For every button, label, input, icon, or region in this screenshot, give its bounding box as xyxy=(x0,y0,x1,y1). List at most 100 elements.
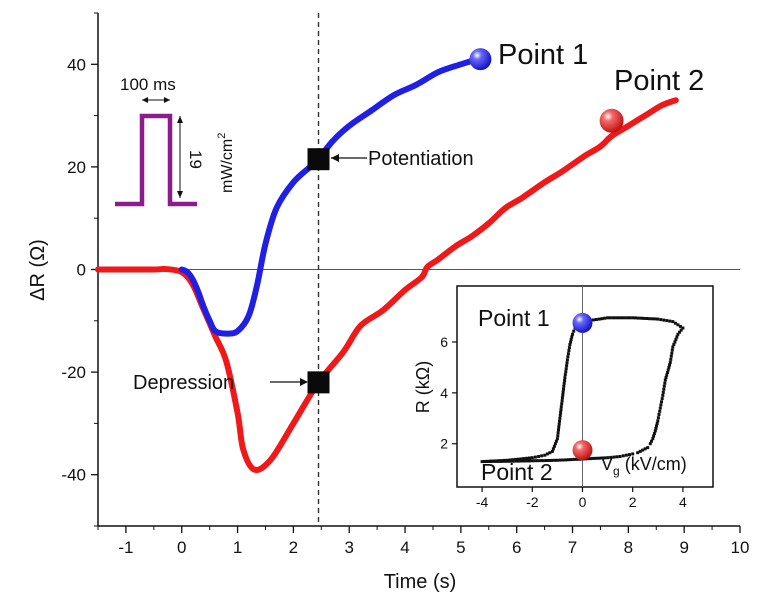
inset-loop-point xyxy=(519,457,523,461)
inset-loop-point xyxy=(480,460,484,464)
inset-loop-point xyxy=(558,458,562,462)
x-tick-label: 6 xyxy=(512,538,521,557)
inset-loop-point xyxy=(586,457,590,461)
main-x-axis-title: Time (s) xyxy=(384,571,457,593)
inset-loop-point xyxy=(678,324,682,328)
inset-loop-point xyxy=(609,455,613,459)
inset-loop-point xyxy=(562,381,566,385)
pulse-height-label: 19 xyxy=(186,150,205,169)
y-tick-label: 20 xyxy=(67,158,86,177)
inset-loop-point xyxy=(662,318,666,322)
inset-loop-point xyxy=(664,376,668,380)
inset-loop-point xyxy=(565,361,569,365)
inset-loop-point xyxy=(543,453,547,457)
inset-loop-point xyxy=(589,457,593,461)
inset-loop-point xyxy=(666,368,670,372)
inset-loop-point xyxy=(659,403,663,407)
inset-loop-point xyxy=(508,459,512,463)
inset-loop-point xyxy=(564,458,568,462)
inset-loop-point xyxy=(643,447,647,451)
potentiation-arrow xyxy=(331,154,367,162)
inset-loop-point xyxy=(652,432,656,436)
inset-loop-point xyxy=(628,453,631,457)
inset-loop-point xyxy=(563,373,567,377)
inset-point-2-marker xyxy=(572,440,593,461)
inset-loop-point xyxy=(654,427,658,430)
inset-loop-point xyxy=(641,448,645,452)
inset-loop-point xyxy=(660,397,664,401)
inset-loop-point xyxy=(560,399,564,403)
inset-loop-point xyxy=(653,429,657,433)
inset-loop-point xyxy=(625,316,629,320)
inset-loop-point xyxy=(568,343,572,346)
inset-loop-point xyxy=(528,459,531,463)
inset-loop-point xyxy=(572,457,576,461)
inset-loop-point xyxy=(491,459,495,463)
inset-loop-point xyxy=(653,317,657,321)
inset-loop-point xyxy=(516,457,520,461)
inset-loop-point xyxy=(615,455,619,459)
inset-loop-point xyxy=(562,387,565,391)
inset-loop-point xyxy=(555,437,559,441)
inset-loop-point xyxy=(550,458,554,462)
inset-loop-point xyxy=(647,317,651,321)
light-pulse-schematic xyxy=(115,97,197,207)
inset-loop-point xyxy=(557,422,561,426)
inset-loop-point xyxy=(631,316,635,320)
inset-loop-point xyxy=(669,357,673,361)
inset-loop-point xyxy=(656,419,660,423)
inset-loop-point xyxy=(528,456,531,460)
inset-loop-point xyxy=(514,457,518,461)
y-tick-label: 0 xyxy=(77,261,86,280)
inset-loop-point xyxy=(646,446,650,450)
inset-loop-point xyxy=(662,384,666,388)
inset-loop-point xyxy=(617,316,621,320)
inset-loop-point xyxy=(556,434,560,438)
inset-loop-point xyxy=(566,355,570,359)
inset-loop-point xyxy=(519,459,523,463)
inset-loop-point xyxy=(563,376,567,380)
point-2-label: Point 2 xyxy=(614,65,704,97)
inset-loop-point xyxy=(489,460,492,463)
inset-hysteresis-loop xyxy=(480,316,685,464)
inset-loop-point xyxy=(563,379,567,382)
inset-loop-point xyxy=(514,459,518,463)
inset-loop-point xyxy=(571,332,574,336)
inset-loop-point xyxy=(622,316,626,320)
inset-loop-point xyxy=(600,317,604,321)
inset-point-2-label: Point 2 xyxy=(481,459,553,485)
x-tick-label: 3 xyxy=(344,538,353,557)
inset-loop-point xyxy=(556,431,560,435)
inset-loop-point xyxy=(662,387,666,391)
x-tick-label: 10 xyxy=(731,538,750,557)
inset-x-tick-label: 4 xyxy=(679,494,687,510)
inset-loop-point xyxy=(539,459,543,463)
inset-loop-point xyxy=(552,444,556,448)
inset-loop-point xyxy=(638,449,642,453)
pulse-unit-label: mW/cm2 xyxy=(216,133,236,193)
inset-loop-point xyxy=(636,451,640,455)
inset-loop-point xyxy=(554,439,558,443)
inset-x-tick-label: 0 xyxy=(579,494,587,510)
inset-loop-point xyxy=(594,456,598,460)
inset-loop-point xyxy=(567,458,570,462)
inset-plot: -4 -2 0 2 4 2 4 6 Point 1 Point 2 Vg (kV/cm) R … xyxy=(413,285,714,510)
inset-loop-point xyxy=(655,421,659,425)
inset-loop-point xyxy=(541,459,545,463)
inset-loop-point xyxy=(559,411,563,414)
inset-loop-point xyxy=(559,408,563,412)
inset-loop-point xyxy=(663,378,667,382)
inset-loop-point xyxy=(557,425,561,429)
inset-loop-point xyxy=(618,455,622,458)
inset-loop-point xyxy=(497,459,501,463)
inset-loop-point xyxy=(502,459,506,463)
y-tick-label: 40 xyxy=(67,55,86,74)
inset-loop-point xyxy=(558,419,561,423)
inset-loop-point xyxy=(670,351,674,355)
inset-loop-point xyxy=(659,318,663,322)
inset-loop-point xyxy=(673,340,677,344)
inset-loop-point xyxy=(661,390,665,394)
inset-loop-point xyxy=(525,459,529,463)
inset-loop-point xyxy=(494,459,498,463)
